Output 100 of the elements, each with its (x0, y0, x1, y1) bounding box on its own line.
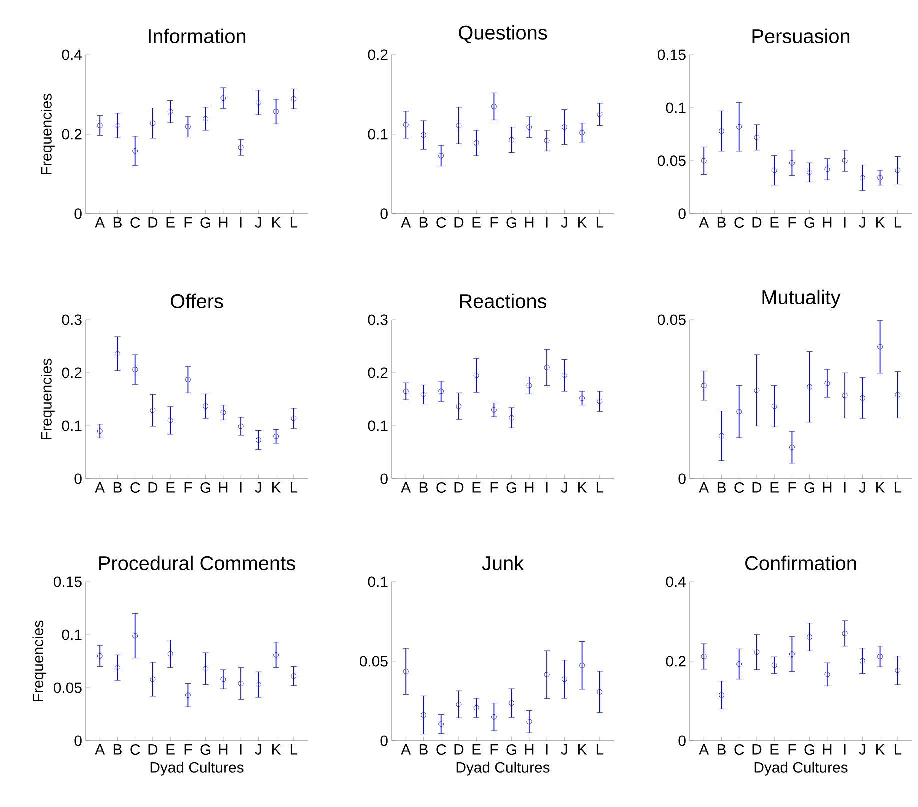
y-tick-label: 0 (678, 736, 686, 746)
y-tick-label: 0.15 (658, 50, 686, 60)
x-tick-label: J (859, 744, 866, 755)
x-tick-label: H (823, 744, 832, 755)
x-tick-label: I (844, 744, 846, 755)
point (772, 168, 778, 174)
x-tick-label: A (699, 744, 710, 755)
point (186, 692, 191, 698)
x-tick-label: H (219, 482, 228, 493)
point (842, 630, 848, 636)
point (597, 112, 603, 118)
point (456, 404, 462, 410)
y-tick-label: 0.05 (54, 682, 82, 694)
y-tick-label: 0 (380, 736, 388, 746)
x-tick-label: G (200, 482, 211, 494)
point (544, 672, 550, 678)
x-tick-label: E (770, 218, 779, 228)
point (474, 372, 480, 378)
x-tick-label: D (752, 744, 762, 755)
y-tick-label: 0.1 (368, 576, 388, 588)
point (274, 434, 279, 440)
point (895, 668, 901, 674)
x-tick-label: K (876, 744, 886, 755)
point (492, 407, 497, 413)
point (132, 367, 138, 372)
x-tick-label: F (490, 482, 498, 493)
point (860, 175, 866, 181)
point (168, 418, 174, 424)
point (220, 410, 226, 416)
x-tick-label: C (436, 482, 446, 494)
point (291, 96, 297, 102)
y-tick-label: 0.05 (658, 156, 686, 166)
x-tick-label: A (401, 744, 412, 755)
x-tick-label: D (454, 744, 464, 755)
x-tick-label: J (255, 744, 262, 755)
x-tick-label: I (240, 482, 242, 493)
point (580, 396, 585, 402)
x-tick-label: D (454, 482, 464, 493)
point (438, 388, 444, 394)
point (772, 404, 778, 410)
point (238, 681, 244, 686)
point (878, 654, 883, 660)
x-tick-label: H (525, 482, 534, 493)
x-tick-label: L (290, 218, 298, 228)
x-tick-label: L (596, 744, 604, 755)
point (842, 392, 848, 398)
point (790, 444, 795, 450)
x-tick-label: F (490, 744, 498, 755)
x-tick-label: A (95, 482, 106, 493)
point (403, 668, 409, 674)
x-tick-label: A (401, 482, 412, 493)
point (274, 652, 279, 658)
point (562, 372, 568, 378)
x-tick-label: F (788, 482, 796, 493)
point (562, 124, 568, 130)
x-tick-label: K (876, 482, 886, 493)
point (719, 692, 724, 698)
x-tick-label: H (219, 744, 228, 755)
point (701, 654, 707, 660)
point (186, 124, 191, 130)
point (772, 662, 778, 668)
point (544, 138, 550, 144)
point (115, 123, 120, 128)
y-tick-label: 0 (74, 474, 82, 484)
point (701, 383, 707, 389)
point (562, 676, 568, 682)
point (474, 705, 480, 711)
point (736, 124, 742, 130)
x-tick-label: C (734, 482, 744, 494)
y-tick-label: 0.4 (666, 576, 686, 588)
point (403, 388, 409, 394)
point (168, 109, 174, 115)
x-tick-label: F (184, 744, 192, 755)
x-tick-label: J (561, 218, 568, 228)
x-tick-label: J (859, 218, 866, 228)
x-tick-label: C (734, 744, 744, 756)
x-tick-label: E (166, 482, 175, 493)
chart-title: Confirmation (746, 556, 856, 570)
point (97, 428, 103, 434)
y-tick-label: 0.1 (62, 420, 82, 432)
y-tick-label: 0 (380, 208, 388, 220)
y-tick-label: 0.1 (666, 102, 686, 114)
y-tick-label: 0.1 (62, 630, 82, 640)
point (544, 364, 550, 370)
point (421, 712, 426, 718)
x-tick-label: K (876, 218, 886, 228)
chart-title: Information (149, 28, 246, 44)
x-tick-label: J (859, 482, 866, 493)
chart-title: Mutuality (762, 290, 841, 308)
x-tick-label: B (420, 482, 428, 493)
x-tick-label: G (506, 217, 517, 228)
x-tick-label: A (95, 744, 106, 755)
x-tick-label: C (436, 217, 446, 228)
chart-title: Reactions (460, 294, 547, 308)
x-tick-label: J (561, 482, 568, 493)
point (403, 122, 409, 128)
point (807, 384, 813, 390)
x-tick-label: B (420, 744, 428, 755)
x-tick-label: I (844, 482, 846, 493)
x-tick-label: B (114, 218, 122, 228)
